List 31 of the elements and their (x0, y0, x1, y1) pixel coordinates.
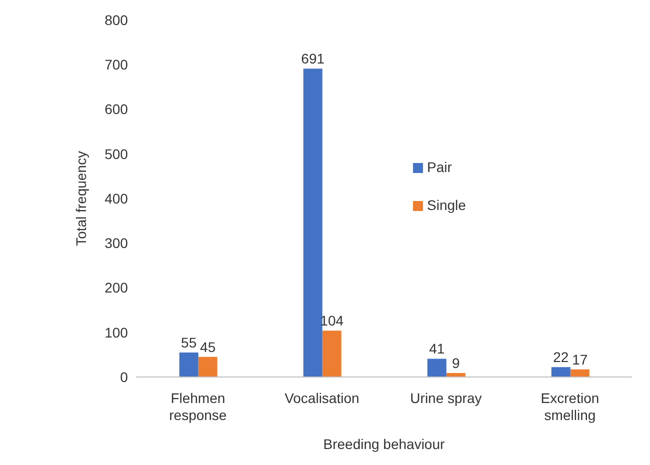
bar (427, 358, 446, 377)
x-tick-label: Flehmen response (169, 390, 227, 423)
bar (198, 356, 218, 377)
y-tick-label: 100 (104, 324, 128, 340)
data-label: 45 (200, 338, 216, 355)
bar (179, 352, 198, 377)
bar (570, 369, 590, 377)
x-tick-label: Urine spray (410, 390, 482, 406)
y-tick-label: 300 (104, 235, 128, 252)
x-tick-label: Excretion smelling (540, 390, 600, 423)
x-axis-title: Breeding behaviour (323, 436, 446, 452)
y-tick-label: 200 (104, 280, 128, 296)
data-label: 22 (553, 349, 569, 366)
y-axis-title: Total frequency (72, 151, 89, 246)
data-label: 691 (301, 50, 325, 67)
data-label: 41 (429, 340, 445, 357)
x-tick-label: Vocalisation (284, 390, 360, 406)
y-tick-label: 600 (104, 101, 128, 118)
y-tick-label: 400 (104, 190, 128, 206)
data-label: 9 (452, 354, 460, 371)
y-tick-label: 0 (120, 368, 128, 385)
data-label: 55 (181, 334, 197, 350)
bar (322, 330, 342, 377)
legend-label: Pair (427, 159, 452, 175)
y-tick-label: 700 (104, 56, 128, 73)
y-tick-label: 500 (104, 146, 128, 162)
legend-label: Single (427, 197, 466, 213)
y-tick-label: 800 (104, 12, 128, 28)
bar (303, 68, 322, 377)
bar (551, 367, 570, 377)
data-label: 17 (572, 351, 588, 368)
